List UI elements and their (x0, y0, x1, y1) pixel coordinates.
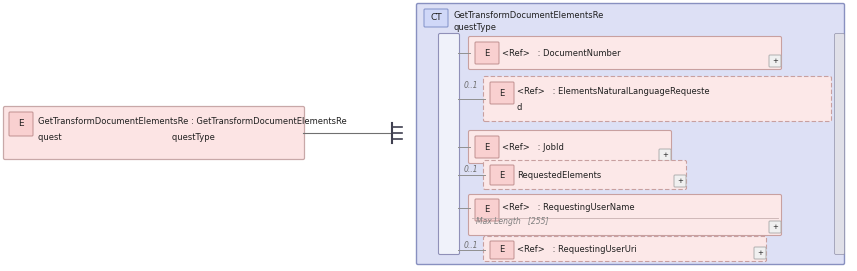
FancyBboxPatch shape (659, 149, 671, 161)
Text: +: + (772, 224, 778, 230)
Text: 0..1: 0..1 (464, 164, 478, 173)
FancyBboxPatch shape (769, 55, 781, 67)
FancyBboxPatch shape (9, 112, 33, 136)
Text: <Ref>   : RequestingUserName: <Ref> : RequestingUserName (502, 204, 635, 212)
FancyBboxPatch shape (490, 241, 514, 259)
Text: GetTransformDocumentElementsRe: GetTransformDocumentElementsRe (454, 11, 604, 21)
FancyBboxPatch shape (475, 136, 499, 158)
Text: +: + (677, 178, 683, 184)
FancyBboxPatch shape (475, 199, 499, 221)
Text: <Ref>   : RequestingUserUri: <Ref> : RequestingUserUri (517, 246, 637, 254)
FancyBboxPatch shape (483, 76, 831, 121)
FancyBboxPatch shape (3, 107, 304, 160)
FancyBboxPatch shape (469, 37, 782, 69)
Text: E: E (484, 49, 489, 57)
Text: <Ref>   : ElementsNaturalLanguageRequeste: <Ref> : ElementsNaturalLanguageRequeste (517, 86, 710, 95)
Text: E: E (500, 246, 505, 254)
FancyBboxPatch shape (469, 131, 672, 163)
Text: <Ref>   : JobId: <Ref> : JobId (502, 143, 564, 151)
Text: d: d (517, 104, 523, 112)
Text: Max Length   [255]: Max Length [255] (476, 218, 548, 227)
FancyBboxPatch shape (674, 175, 686, 187)
FancyBboxPatch shape (483, 237, 766, 262)
Text: <Ref>   : DocumentNumber: <Ref> : DocumentNumber (502, 49, 620, 57)
Text: E: E (18, 120, 24, 128)
Text: CT: CT (430, 14, 442, 22)
Text: questType: questType (454, 24, 497, 33)
Text: quest                                          questType: quest questType (38, 133, 215, 141)
FancyBboxPatch shape (417, 4, 844, 264)
Text: E: E (484, 143, 489, 151)
FancyBboxPatch shape (439, 34, 459, 254)
FancyBboxPatch shape (754, 247, 766, 259)
FancyBboxPatch shape (490, 165, 514, 185)
FancyBboxPatch shape (483, 160, 686, 189)
Text: E: E (484, 205, 489, 215)
Text: +: + (662, 152, 668, 158)
Text: E: E (500, 89, 505, 98)
Text: RequestedElements: RequestedElements (517, 170, 602, 179)
Text: 0..1: 0..1 (464, 82, 478, 91)
FancyBboxPatch shape (490, 82, 514, 104)
Text: E: E (500, 170, 505, 179)
FancyBboxPatch shape (424, 9, 448, 27)
FancyBboxPatch shape (469, 195, 782, 235)
FancyBboxPatch shape (769, 221, 781, 233)
Text: +: + (772, 58, 778, 64)
Text: 0..1: 0..1 (464, 240, 478, 250)
Text: +: + (757, 250, 763, 256)
Text: GetTransformDocumentElementsRe : GetTransformDocumentElementsRe: GetTransformDocumentElementsRe : GetTran… (38, 118, 347, 127)
FancyBboxPatch shape (835, 34, 844, 254)
FancyBboxPatch shape (475, 42, 499, 64)
